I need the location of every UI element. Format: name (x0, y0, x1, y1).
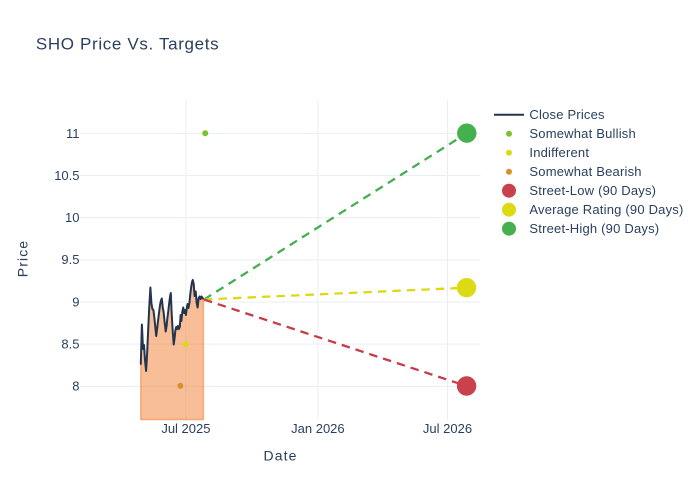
svg-text:Indifferent: Indifferent (529, 145, 589, 160)
svg-text:11: 11 (66, 126, 80, 141)
svg-text:Somewhat Bearish: Somewhat Bearish (529, 164, 641, 179)
svg-text:10.5: 10.5 (54, 168, 79, 183)
svg-text:Jan 2026: Jan 2026 (291, 421, 345, 436)
svg-text:9.5: 9.5 (61, 252, 79, 267)
svg-text:Somewhat Bullish: Somewhat Bullish (529, 126, 636, 141)
svg-text:Street-High (90 Days): Street-High (90 Days) (529, 221, 659, 236)
svg-text:8.5: 8.5 (61, 337, 79, 352)
svg-text:10: 10 (65, 210, 79, 225)
svg-text:Jul 2025: Jul 2025 (161, 421, 210, 436)
svg-text:Jul 2026: Jul 2026 (423, 421, 472, 436)
svg-text:9: 9 (72, 294, 79, 309)
svg-text:Date: Date (264, 448, 298, 464)
svg-text:Average Rating (90 Days): Average Rating (90 Days) (529, 202, 683, 217)
svg-text:Street-Low (90 Days): Street-Low (90 Days) (529, 183, 656, 198)
svg-text:8: 8 (72, 379, 79, 394)
svg-text:Close Prices: Close Prices (529, 107, 605, 122)
svg-text:Price: Price (15, 240, 31, 277)
svg-text:SHO Price Vs. Targets: SHO Price Vs. Targets (36, 35, 219, 54)
